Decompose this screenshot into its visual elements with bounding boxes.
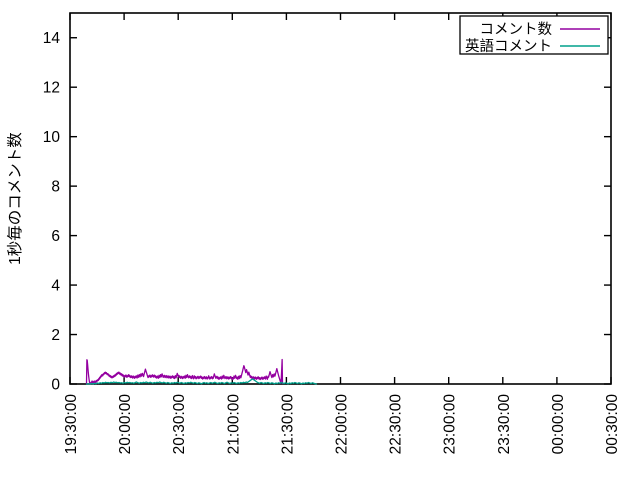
x-tick-label: 22:30:00 — [388, 394, 405, 455]
x-tick-label: 00:00:00 — [550, 394, 567, 455]
x-tick-label: 21:00:00 — [225, 394, 242, 455]
series-line-english-comment — [85, 378, 318, 385]
plot-frame — [69, 12, 612, 385]
series-line-comment-count — [85, 358, 284, 385]
x-tick-label: 23:00:00 — [442, 394, 459, 455]
y-axis-label: 1秒毎のコメント数 — [6, 132, 24, 265]
x-tick-label: 19:30:00 — [63, 394, 80, 455]
y-tick-label: 14 — [43, 30, 61, 47]
x-tick-label: 21:30:00 — [279, 394, 296, 455]
y-tick-label: 6 — [51, 228, 60, 245]
x-tick-label: 23:30:00 — [496, 394, 513, 455]
y-tick-label: 12 — [43, 80, 60, 97]
legend-label-1: 英語コメント — [465, 37, 552, 55]
plot-border — [69, 12, 612, 385]
y-tick-label: 2 — [51, 327, 60, 344]
x-tick-label: 22:00:00 — [334, 394, 351, 455]
x-tick-label: 20:00:00 — [117, 394, 134, 455]
y-tick-label: 0 — [51, 377, 60, 394]
legend-box — [459, 15, 609, 55]
y-axis-title: 1秒毎のコメント数 — [6, 132, 24, 265]
data-series-group — [85, 358, 318, 385]
legend-label-0: コメント数 — [480, 21, 553, 38]
y-axis-ticks: 0 2 4 6 8 10 12 14 — [43, 30, 611, 394]
x-tick-label: 00:30:00 — [604, 394, 621, 455]
y-tick-label: 4 — [51, 278, 60, 295]
x-tick-label: 20:30:00 — [171, 394, 188, 455]
y-tick-label: 8 — [51, 179, 60, 196]
y-tick-label: 10 — [43, 129, 61, 146]
